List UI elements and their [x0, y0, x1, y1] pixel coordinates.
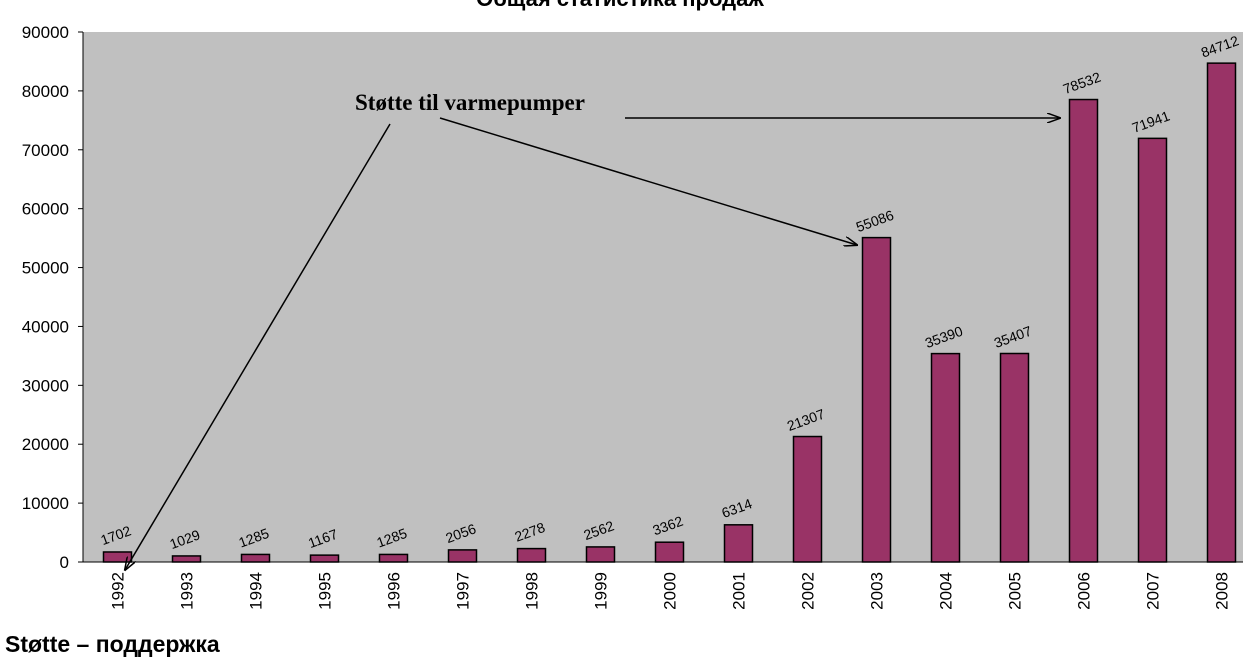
x-tick-label: 1993: [178, 572, 197, 610]
bar: [447, 549, 478, 563]
x-tick-label: 2006: [1075, 572, 1094, 610]
bar: [1206, 62, 1237, 563]
y-tick-label: 80000: [22, 82, 69, 101]
x-tick-label: 2003: [868, 572, 887, 610]
x-tick-label: 2002: [799, 572, 818, 610]
bar: [516, 547, 547, 563]
y-tick-label: 30000: [22, 376, 69, 395]
x-tick-label: 1996: [385, 572, 404, 610]
y-tick-label: 60000: [22, 200, 69, 219]
chart-title: Общая статистика продаж: [476, 0, 764, 11]
x-tick-label: 2007: [1144, 572, 1163, 610]
bar: [930, 352, 961, 563]
bar: [792, 435, 823, 563]
y-tick-label: 50000: [22, 259, 69, 278]
bar: [861, 236, 892, 563]
y-tick-label: 20000: [22, 435, 69, 454]
x-tick-label: 1997: [454, 572, 473, 610]
bar: [102, 551, 133, 563]
x-tick-label: 2005: [1006, 572, 1025, 610]
annotation: Støtte til varmepumper: [355, 90, 585, 115]
x-tick-label: 2000: [661, 572, 680, 610]
x-tick-label: 1994: [247, 572, 266, 610]
bar: [171, 555, 202, 563]
bar: [378, 553, 409, 563]
y-tick-label: 10000: [22, 494, 69, 513]
arrow: [439, 117, 857, 245]
x-tick-label: 1998: [523, 572, 542, 610]
y-tick-label: 0: [60, 553, 69, 572]
y-tick-label: 70000: [22, 141, 69, 160]
bar: [309, 554, 340, 563]
bar: [1137, 137, 1168, 563]
x-tick-label: 2004: [937, 572, 956, 610]
x-tick-label: 1992: [109, 572, 128, 610]
bar: [654, 541, 685, 563]
arrow: [125, 123, 391, 570]
x-tick-label: 2001: [730, 572, 749, 610]
bar: [585, 546, 616, 563]
x-tick-label: 2008: [1213, 572, 1232, 610]
bar: [999, 352, 1030, 563]
y-tick-label: 90000: [22, 23, 69, 42]
x-tick-label: 1999: [592, 572, 611, 610]
bar: [240, 553, 271, 563]
bar: [1068, 98, 1099, 563]
y-tick-label: 40000: [22, 317, 69, 336]
bar: [723, 524, 754, 563]
footer-note: Støtte – поддержка: [5, 631, 220, 657]
x-tick-label: 1995: [316, 572, 335, 610]
